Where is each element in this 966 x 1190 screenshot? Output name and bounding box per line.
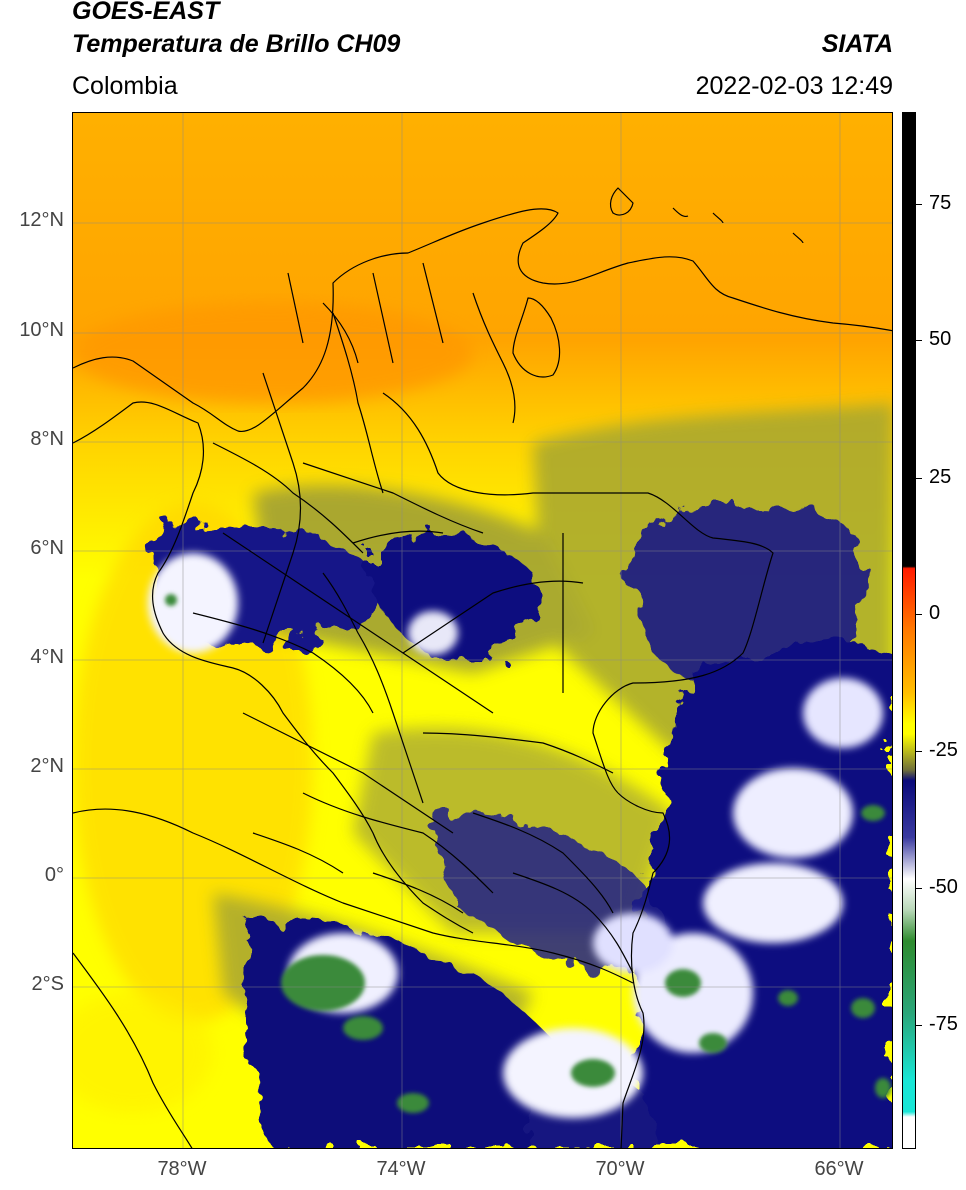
- lon-label-70w: 70°W: [595, 1158, 645, 1180]
- colorbar-label-minus25: -25: [929, 739, 958, 761]
- timestamp-label: 2022-02-03 12:49: [695, 72, 893, 100]
- temperature-colorbar: [902, 112, 916, 1149]
- warm-region: [73, 303, 473, 403]
- political-boundaries: [73, 187, 892, 1148]
- lon-label-78w: 78°W: [157, 1158, 207, 1180]
- colorbar-label-0: 0: [929, 602, 941, 624]
- colorbar-tick: [916, 751, 922, 752]
- very-cold-cloud-tops: [165, 594, 891, 1113]
- region-label: Colombia: [72, 72, 178, 100]
- lat-label-2n: 2°N: [30, 755, 64, 777]
- colorbar-tick: [916, 204, 922, 205]
- colorbar-tick: [916, 1025, 922, 1026]
- lat-label-10n: 10°N: [19, 319, 64, 341]
- colorbar-label-25: 25: [929, 466, 952, 488]
- lon-label-74w: 74°W: [376, 1158, 426, 1180]
- satellite-title: GOES-EAST: [72, 0, 220, 25]
- brightness-temperature-image: [73, 113, 892, 1148]
- lat-label-0: 0°: [44, 864, 64, 886]
- colorbar-tick: [916, 478, 922, 479]
- colorbar-gradient: [903, 113, 915, 1148]
- lon-label-66w: 66°W: [814, 1158, 864, 1180]
- lat-label-4n: 4°N: [30, 646, 64, 668]
- colorbar-label-minus50: -50: [929, 876, 958, 898]
- colorbar-tick: [916, 614, 922, 615]
- colorbar-label-75: 75: [929, 192, 952, 214]
- lat-label-2s: 2°S: [31, 973, 64, 995]
- colorbar-label-minus75: -75: [929, 1013, 958, 1035]
- agency-label: SIATA: [821, 30, 893, 58]
- satellite-map: [72, 112, 893, 1149]
- lat-label-6n: 6°N: [30, 537, 64, 559]
- lat-label-12n: 12°N: [19, 209, 64, 231]
- colorbar-tick: [916, 888, 922, 889]
- lat-label-8n: 8°N: [30, 428, 64, 450]
- colorbar-label-50: 50: [929, 328, 952, 350]
- product-title: Temperatura de Brillo CH09: [72, 30, 401, 58]
- colorbar-tick: [916, 340, 922, 341]
